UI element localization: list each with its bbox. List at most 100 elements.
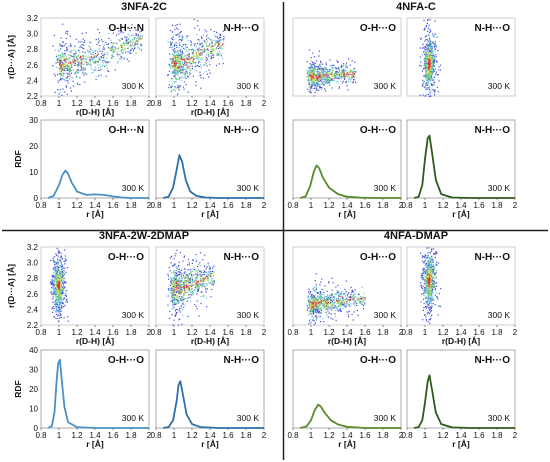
scatter-point: [174, 86, 176, 88]
scatter-point: [85, 56, 87, 58]
scatter-point: [315, 66, 317, 68]
scatter-point: [186, 281, 188, 283]
scatter-point: [197, 25, 199, 27]
scatter-point: [187, 277, 189, 279]
scatter-point: [337, 76, 339, 78]
scatter-point: [52, 285, 54, 288]
scatter-point: [57, 61, 59, 63]
scatter-point: [133, 45, 135, 47]
scatter-point: [317, 75, 319, 77]
scatter-point: [51, 279, 53, 281]
scatter-point: [213, 281, 215, 283]
scatter-point: [430, 44, 432, 47]
scatter-point: [131, 43, 134, 45]
scatter-point: [428, 90, 431, 92]
temperature-label: 300 K: [237, 413, 260, 423]
scatter-point: [124, 44, 126, 46]
scatter-point: [189, 72, 191, 74]
scatter-point: [65, 295, 67, 297]
scatter-point: [169, 270, 171, 272]
scatter-point: [98, 75, 100, 77]
scatter-point: [122, 46, 124, 48]
scatter-point: [425, 35, 427, 37]
scatter-point: [200, 291, 202, 294]
scatter-point: [200, 43, 202, 45]
scatter-point: [126, 39, 128, 41]
scatter-point: [215, 36, 217, 38]
scatter-point: [60, 70, 62, 72]
scatter-point: [340, 64, 343, 66]
scatter-point: [173, 67, 175, 70]
scatter-point: [219, 44, 221, 46]
scatter-point: [62, 267, 64, 269]
scatter-point: [193, 43, 195, 45]
scatter-point: [180, 307, 182, 309]
scatter-point: [318, 85, 320, 87]
scatter-point: [58, 276, 60, 278]
scatter-point: [189, 58, 191, 60]
scatter-point: [204, 50, 206, 52]
scatter-point: [58, 295, 60, 297]
scatter-point: [180, 287, 182, 289]
scatter-point: [440, 64, 442, 66]
scatter-point: [206, 65, 208, 67]
scatter-point: [55, 293, 57, 295]
scatter-point: [57, 291, 59, 293]
scatter-point: [205, 56, 207, 58]
scatter-point: [191, 55, 193, 57]
scatter-point: [175, 266, 177, 268]
scatter-point: [57, 311, 59, 313]
scatter-point: [197, 282, 199, 284]
scatter-point: [175, 72, 177, 74]
scatter-point: [64, 58, 66, 60]
scatter-point: [89, 41, 91, 43]
scatter-point: [206, 34, 208, 36]
scatter-point: [59, 271, 61, 273]
scatter-point: [196, 283, 198, 285]
scatter-point: [213, 265, 215, 267]
scatter-point: [84, 60, 87, 62]
scatter-point: [172, 304, 174, 306]
scatter-point: [208, 270, 210, 272]
scatter-point: [194, 43, 196, 45]
x-tick-label: 1.8: [125, 99, 137, 108]
scatter-point: [181, 37, 183, 39]
scatter-point: [53, 276, 56, 279]
scatter-point: [100, 56, 102, 58]
scatter-point: [203, 273, 205, 276]
scatter-point: [57, 283, 59, 285]
scatter-point: [431, 88, 433, 90]
scatter-point: [184, 268, 186, 270]
scatter-point: [68, 78, 70, 80]
scatter-point: [206, 283, 208, 285]
scatter-point: [59, 297, 61, 299]
scatter-point: [177, 296, 179, 298]
scatter-point: [196, 308, 198, 310]
scatter-point: [339, 66, 341, 68]
scatter-point: [324, 66, 326, 69]
scatter-point: [430, 40, 432, 42]
scatter-point: [50, 259, 52, 262]
scatter-point: [199, 274, 201, 276]
scatter-point: [170, 288, 172, 290]
scatter-point: [58, 58, 60, 60]
y-tick-label: 3.2: [27, 14, 39, 23]
scatter-point: [63, 306, 65, 308]
scatter-point: [428, 73, 430, 75]
scatter-point: [63, 58, 65, 60]
scatter-point: [178, 319, 180, 321]
scatter-point: [77, 55, 79, 57]
x-tick-label: 1.2: [71, 328, 83, 337]
scatter-point: [174, 44, 177, 46]
scatter-point: [115, 42, 118, 44]
scatter-point: [52, 282, 54, 285]
scatter-point: [173, 283, 175, 285]
scatter-point: [190, 40, 192, 42]
scatter-point: [330, 80, 332, 82]
scatter-point: [178, 89, 180, 91]
scatter-point: [176, 249, 178, 251]
scatter-point: [60, 274, 62, 276]
scatter-point: [184, 278, 186, 280]
scatter-point: [205, 71, 207, 73]
scatter-point: [121, 42, 123, 45]
